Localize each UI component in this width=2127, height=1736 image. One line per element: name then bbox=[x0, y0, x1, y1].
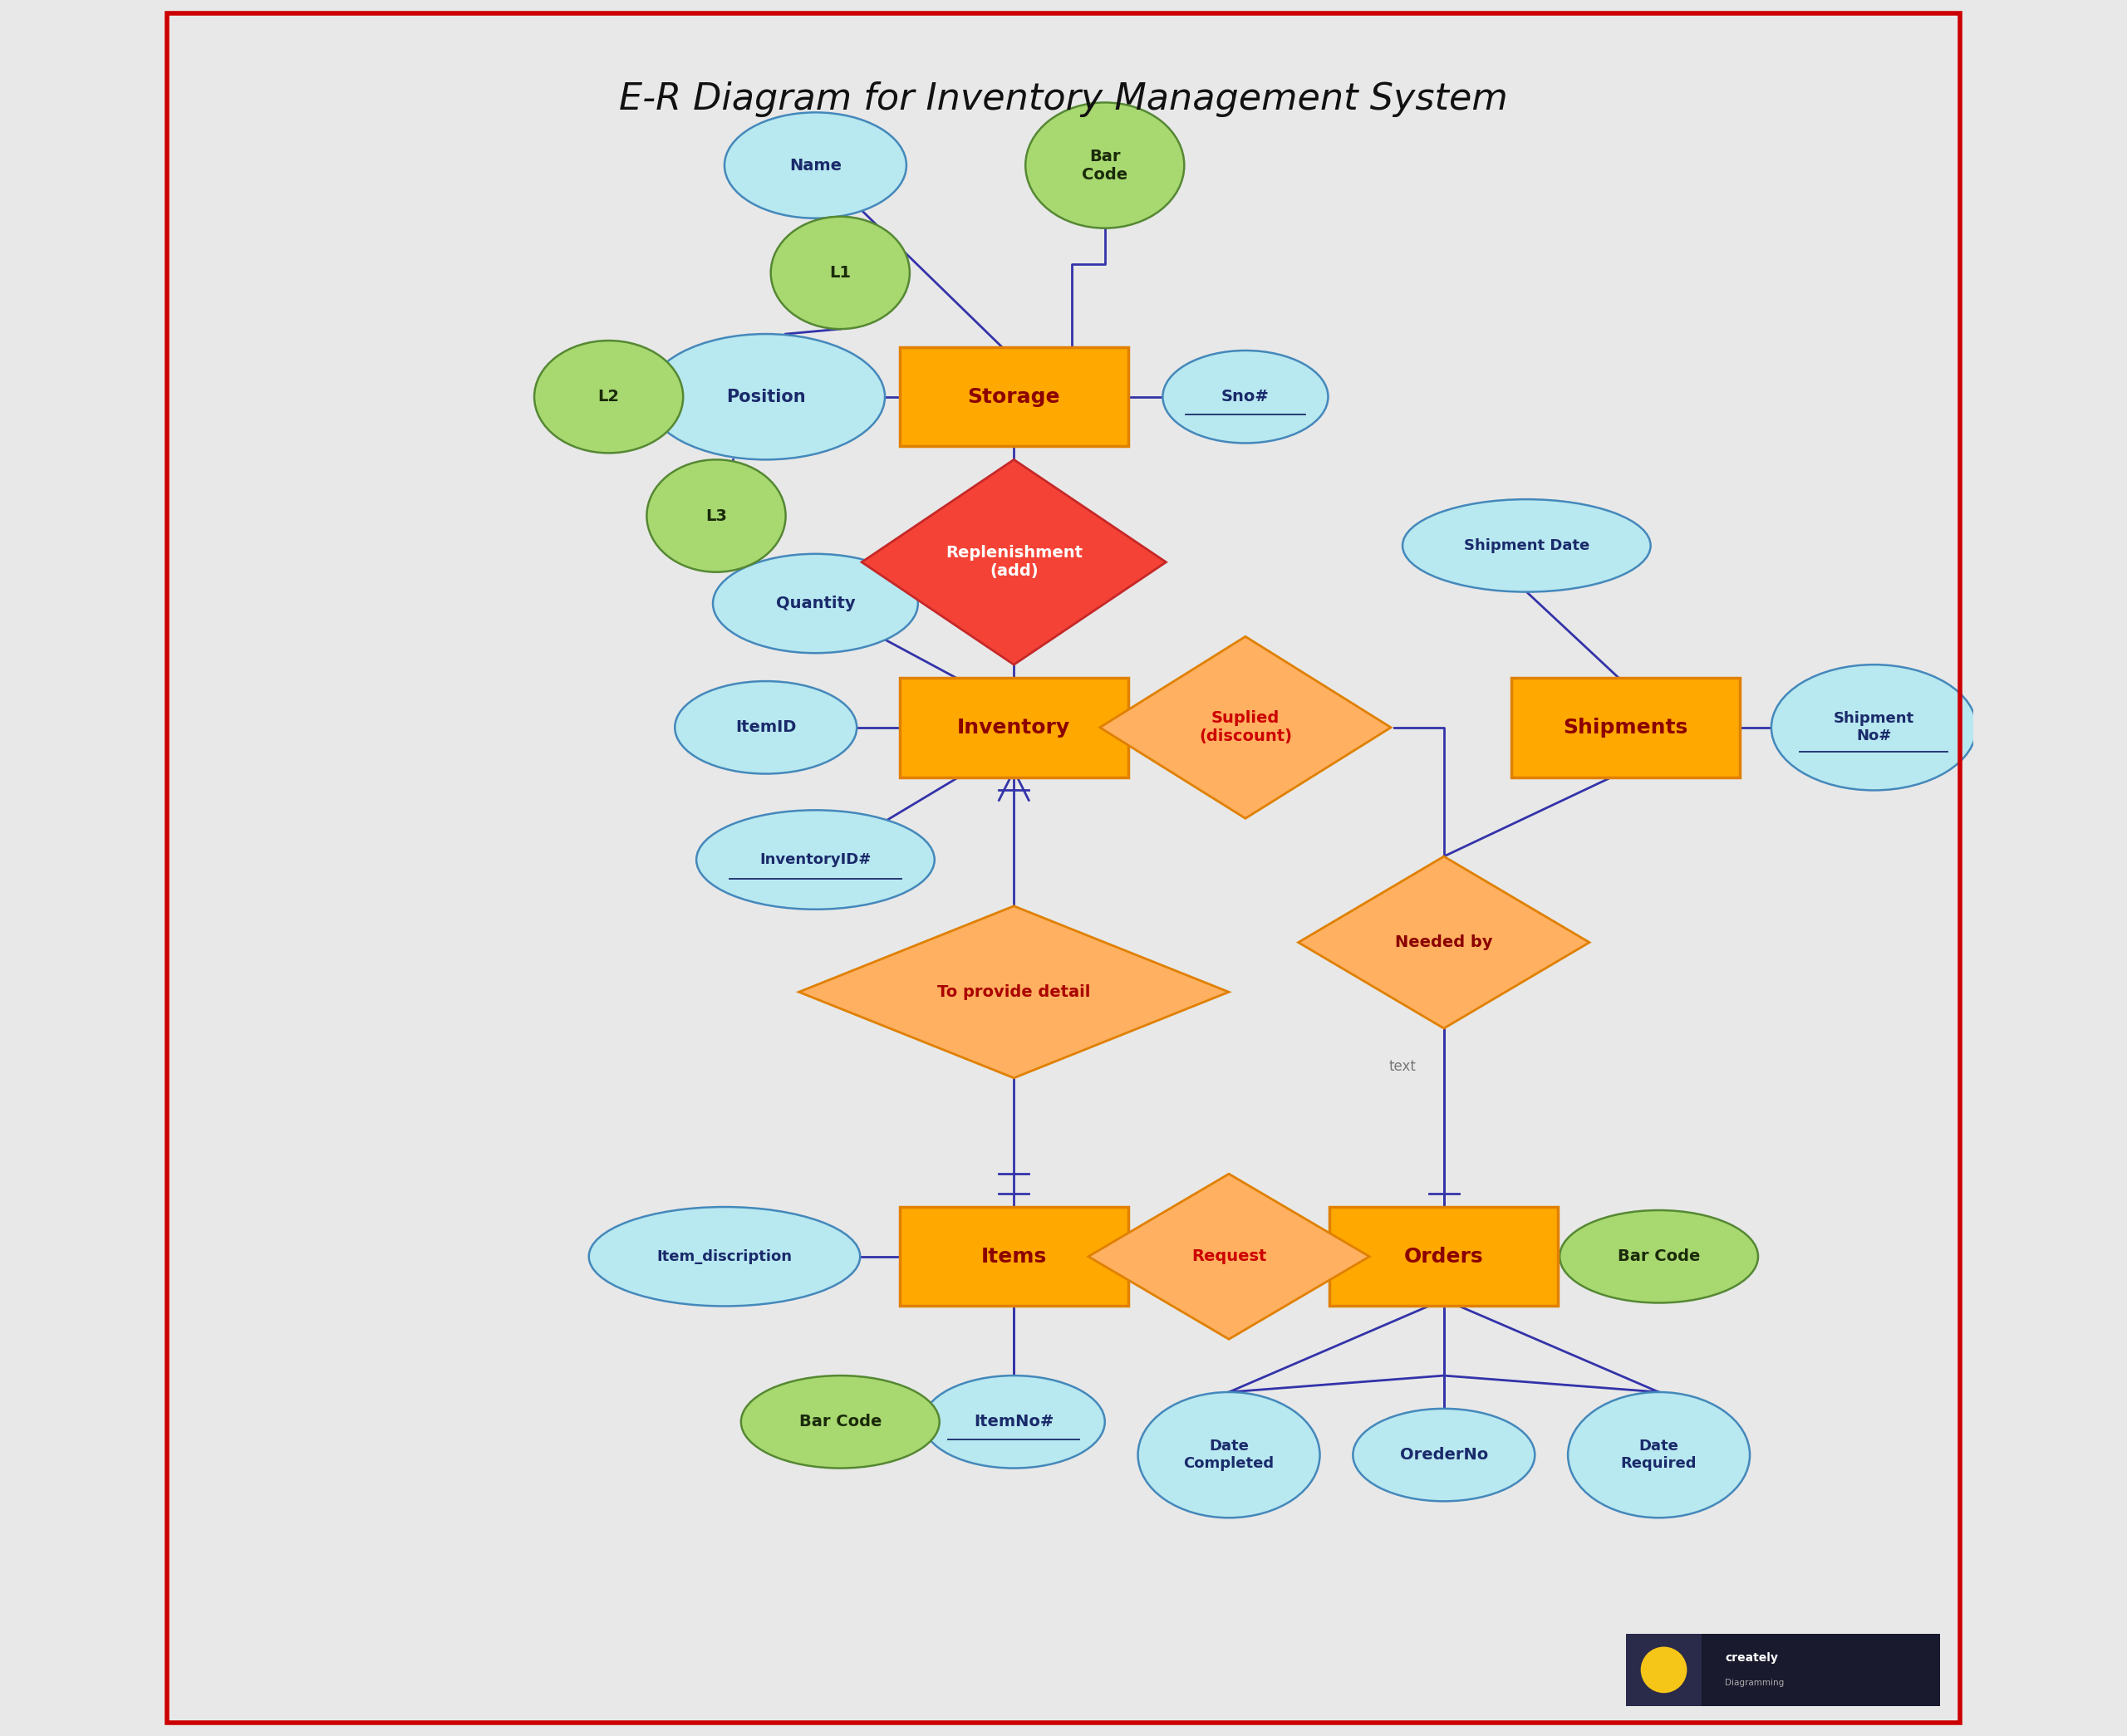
Ellipse shape bbox=[1559, 1210, 1759, 1302]
Ellipse shape bbox=[1402, 500, 1651, 592]
Text: OrederNo: OrederNo bbox=[1400, 1448, 1489, 1463]
FancyBboxPatch shape bbox=[900, 677, 1127, 778]
Polygon shape bbox=[1089, 1174, 1370, 1338]
Ellipse shape bbox=[923, 1375, 1104, 1469]
FancyBboxPatch shape bbox=[1329, 1207, 1557, 1305]
Ellipse shape bbox=[1163, 351, 1327, 443]
Polygon shape bbox=[800, 906, 1229, 1078]
Ellipse shape bbox=[770, 217, 910, 330]
Text: To provide detail: To provide detail bbox=[938, 984, 1091, 1000]
Text: Bar
Code: Bar Code bbox=[1083, 148, 1127, 182]
Text: creately: creately bbox=[1725, 1653, 1778, 1665]
Polygon shape bbox=[1297, 856, 1589, 1028]
Text: Needed by: Needed by bbox=[1395, 934, 1493, 950]
Text: Orders: Orders bbox=[1404, 1246, 1485, 1267]
Ellipse shape bbox=[589, 1207, 859, 1305]
Text: Name: Name bbox=[789, 158, 842, 174]
Text: Items: Items bbox=[981, 1246, 1046, 1267]
Text: Shipment
No#: Shipment No# bbox=[1833, 712, 1914, 743]
Text: Request: Request bbox=[1191, 1248, 1266, 1264]
Ellipse shape bbox=[1568, 1392, 1751, 1517]
Text: ItemNo#: ItemNo# bbox=[974, 1415, 1053, 1430]
Ellipse shape bbox=[647, 460, 785, 573]
Ellipse shape bbox=[696, 811, 934, 910]
Text: text: text bbox=[1389, 1059, 1417, 1075]
Ellipse shape bbox=[1772, 665, 1976, 790]
Ellipse shape bbox=[1353, 1408, 1536, 1502]
FancyBboxPatch shape bbox=[1512, 677, 1740, 778]
Text: L2: L2 bbox=[598, 389, 619, 404]
FancyBboxPatch shape bbox=[900, 1207, 1127, 1305]
Text: L1: L1 bbox=[830, 266, 851, 281]
Text: Sno#: Sno# bbox=[1221, 389, 1270, 404]
Text: Date
Completed: Date Completed bbox=[1183, 1439, 1274, 1470]
Ellipse shape bbox=[674, 681, 857, 774]
FancyBboxPatch shape bbox=[900, 347, 1127, 446]
Text: Storage: Storage bbox=[968, 387, 1059, 406]
Text: Suplied
(discount): Suplied (discount) bbox=[1200, 710, 1291, 745]
Ellipse shape bbox=[1025, 102, 1185, 227]
Text: E-R Diagram for Inventory Management System: E-R Diagram for Inventory Management Sys… bbox=[619, 82, 1508, 116]
Text: InventoryID#: InventoryID# bbox=[759, 852, 872, 868]
Text: Diagramming: Diagramming bbox=[1725, 1679, 1785, 1687]
Ellipse shape bbox=[1138, 1392, 1321, 1517]
Ellipse shape bbox=[534, 340, 683, 453]
Text: Replenishment
(add): Replenishment (add) bbox=[944, 545, 1083, 580]
Text: Bar Code: Bar Code bbox=[800, 1415, 881, 1430]
Ellipse shape bbox=[725, 113, 906, 219]
Text: Inventory: Inventory bbox=[957, 717, 1070, 738]
Text: Quantity: Quantity bbox=[776, 595, 855, 611]
FancyBboxPatch shape bbox=[1625, 1634, 1702, 1706]
Text: Bar Code: Bar Code bbox=[1619, 1248, 1699, 1264]
Polygon shape bbox=[861, 460, 1166, 665]
Text: Date
Required: Date Required bbox=[1621, 1439, 1697, 1470]
Text: Item_discription: Item_discription bbox=[657, 1250, 791, 1264]
Ellipse shape bbox=[740, 1375, 940, 1469]
Ellipse shape bbox=[647, 333, 885, 460]
Text: L3: L3 bbox=[706, 509, 727, 524]
Text: Shipments: Shipments bbox=[1563, 717, 1689, 738]
Polygon shape bbox=[1100, 637, 1391, 818]
Text: Position: Position bbox=[725, 389, 806, 404]
Circle shape bbox=[1640, 1647, 1687, 1693]
Text: Shipment Date: Shipment Date bbox=[1463, 538, 1589, 554]
Ellipse shape bbox=[713, 554, 919, 653]
Text: ItemID: ItemID bbox=[736, 720, 795, 736]
FancyBboxPatch shape bbox=[1625, 1634, 1940, 1706]
